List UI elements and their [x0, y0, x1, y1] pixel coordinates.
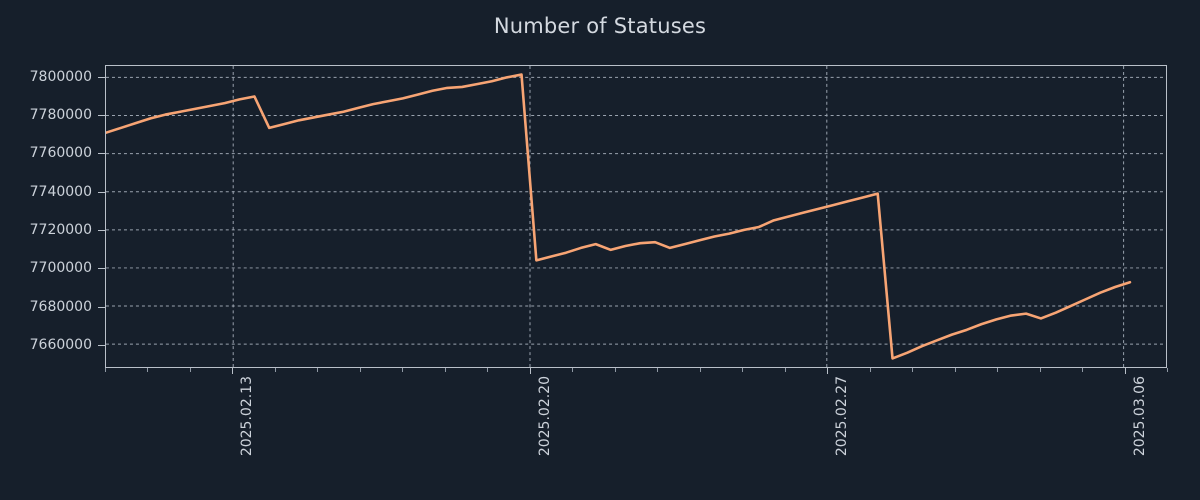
x-tick-mark-minor — [274, 368, 276, 372]
x-tick-mark-minor — [912, 368, 914, 372]
x-tick-label: 2025.02.20 — [536, 376, 553, 457]
x-tick-mark-minor — [105, 368, 106, 372]
x-tick-mark-major — [827, 368, 829, 374]
x-tick-mark-minor — [1039, 368, 1041, 372]
x-tick-mark-minor — [699, 368, 701, 372]
x-tick-label: 2025.02.27 — [834, 376, 851, 457]
x-tick-mark-minor — [954, 368, 956, 372]
series-line — [106, 73, 1132, 360]
series-number-of-statuses — [106, 73, 1132, 360]
x-tick-mark-minor — [317, 368, 319, 372]
x-tick-mark-minor — [1082, 368, 1084, 372]
y-tick-label: 7760000 — [29, 145, 92, 162]
x-tick-mark-minor — [997, 368, 999, 372]
plot-inner — [106, 66, 1166, 367]
x-tick-mark-minor — [784, 368, 786, 372]
y-tick-mark — [98, 344, 105, 346]
y-tick-mark — [98, 268, 105, 270]
x-tick-mark-major — [1124, 368, 1126, 374]
y-tick-label: 7720000 — [29, 221, 92, 238]
x-tick-mark-minor — [444, 368, 446, 372]
page-title: Number of Statuses — [493, 14, 707, 38]
x-tick-mark-major — [232, 368, 234, 374]
y-tick-label: 7780000 — [29, 106, 92, 123]
x-tick-mark-major — [529, 368, 531, 374]
x-tick-mark-minor — [657, 368, 659, 372]
plot-area — [105, 65, 1167, 368]
x-tick-label: 2025.02.13 — [239, 376, 256, 457]
x-tick-mark-minor — [359, 368, 361, 372]
y-tick-label: 7700000 — [29, 260, 92, 277]
y-tick-label: 7680000 — [29, 298, 92, 315]
y-tick-mark — [98, 306, 105, 308]
y-tick-mark — [98, 191, 105, 193]
y-tick-label: 7800000 — [29, 68, 92, 85]
x-tick-mark-minor — [614, 368, 616, 372]
y-tick-label: 7660000 — [29, 336, 92, 353]
x-tick-mark-minor — [487, 368, 489, 372]
x-tick-mark-minor — [402, 368, 404, 372]
x-tick-mark-minor — [869, 368, 871, 372]
gridlines — [106, 66, 1166, 367]
x-tick-mark-minor — [189, 368, 191, 372]
y-tick-mark — [98, 229, 105, 231]
y-tick-mark — [98, 114, 105, 116]
x-tick-mark-minor — [572, 368, 574, 372]
y-tick-mark — [98, 153, 105, 155]
x-tick-mark-minor — [1167, 368, 1168, 372]
x-tick-mark-minor — [147, 368, 149, 372]
x-tick-mark-minor — [742, 368, 744, 372]
y-tick-label: 7740000 — [29, 183, 92, 200]
x-tick-label: 2025.03.06 — [1131, 376, 1148, 457]
y-tick-mark — [98, 76, 105, 78]
